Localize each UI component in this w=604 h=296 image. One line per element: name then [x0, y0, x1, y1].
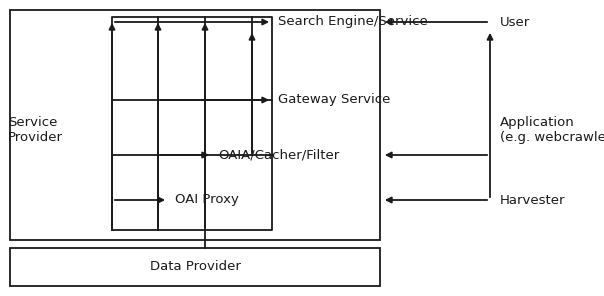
- Text: User: User: [500, 15, 530, 28]
- Text: OAIA/Cacher/Filter: OAIA/Cacher/Filter: [218, 149, 339, 162]
- Text: Search Engine/Service: Search Engine/Service: [278, 15, 428, 28]
- Text: Gateway Service: Gateway Service: [278, 94, 390, 107]
- Text: Application
(e.g. webcrawler): Application (e.g. webcrawler): [500, 116, 604, 144]
- Bar: [10, 10, 380, 240]
- Text: Data Provider: Data Provider: [150, 260, 240, 274]
- Text: Service
Provider: Service Provider: [8, 116, 63, 144]
- Bar: [10, 248, 380, 286]
- Text: Harvester: Harvester: [500, 194, 565, 207]
- Text: OAI Proxy: OAI Proxy: [175, 194, 239, 207]
